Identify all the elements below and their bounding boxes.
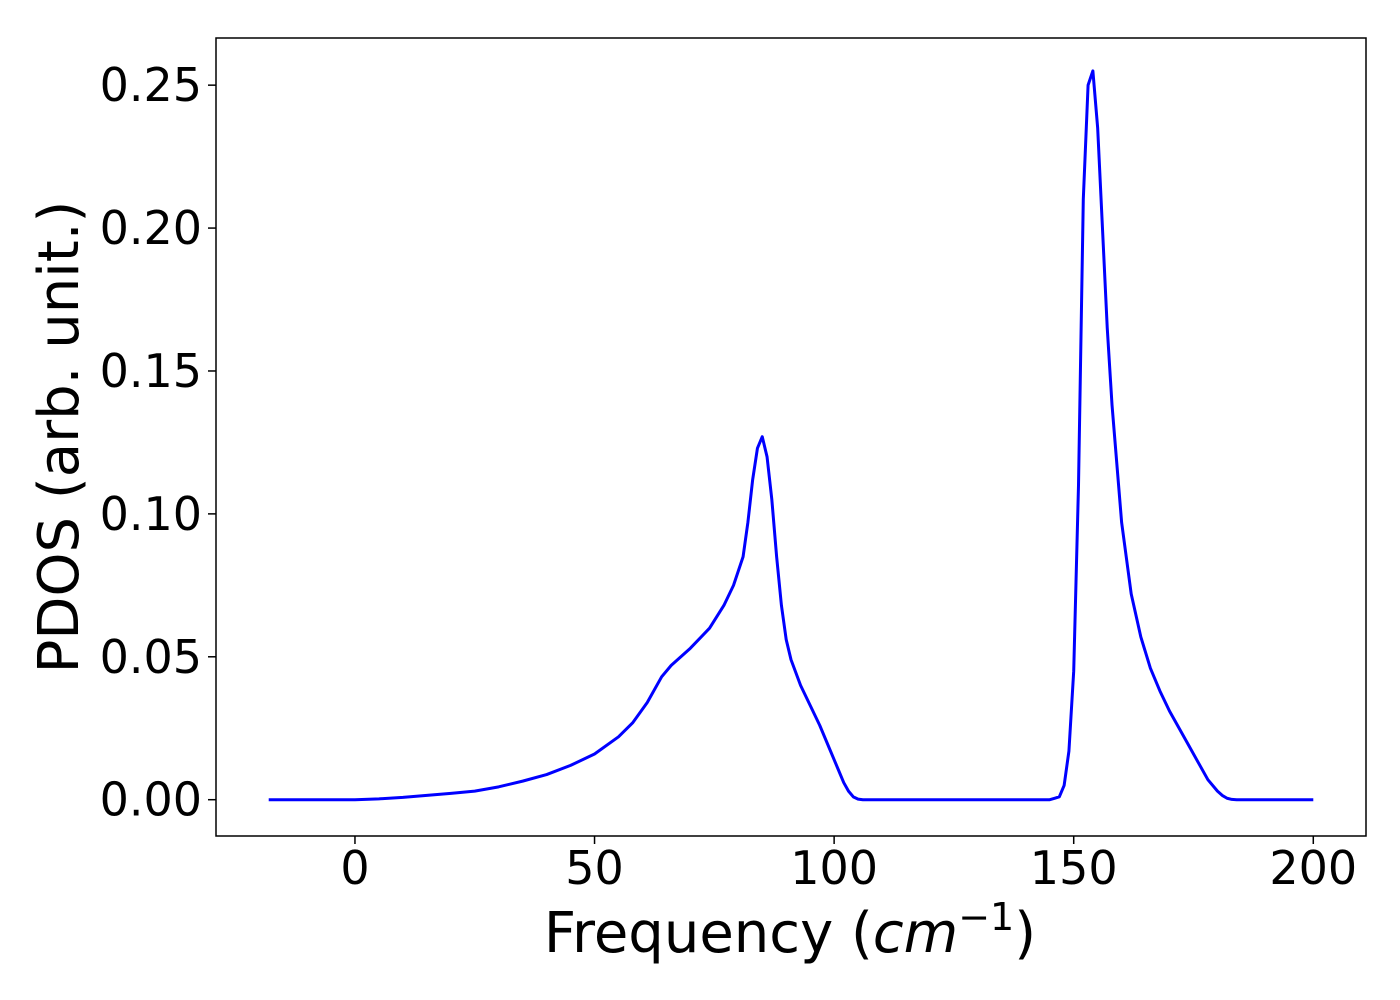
x-tick-label: 150 [1030,841,1118,895]
y-tick-label: 0.20 [100,201,202,255]
x-axis-label-text: Frequency ( [544,901,873,966]
y-tick-label: 0.00 [100,773,202,827]
x-axis-label-close: ) [1014,901,1036,966]
x-axis-label: Frequency (cm−1) [544,895,1036,966]
y-axis-label: PDOS (arb. unit.) [27,201,92,674]
pdos-series-line [268,69,1314,802]
y-tick-label: 0.05 [100,630,202,684]
x-tick-label: 200 [1269,841,1357,895]
x-axis-label-unit: cm [873,901,958,966]
x-tick-label: 0 [340,841,369,895]
plot-area-frame [215,37,1367,837]
x-tick-label: 100 [790,841,878,895]
x-axis-label-exponent: −1 [958,895,1014,939]
x-tick-label: 50 [565,841,624,895]
y-tick-label: 0.10 [100,487,202,541]
y-tick-label: 0.15 [100,344,202,398]
ticks-layer: 0 50 100 150 200 0.00 0.05 0.10 0.15 0.20 0.25 [100,58,1358,895]
y-tick-label: 0.25 [100,58,202,112]
